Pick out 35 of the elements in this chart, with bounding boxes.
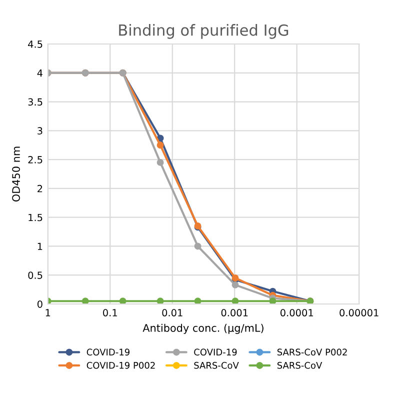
x-tick-label: 0.00001 bbox=[340, 309, 378, 316]
y-tick-label: 3.5 bbox=[28, 98, 42, 106]
point bbox=[232, 298, 239, 304]
chart-title: Binding of purified IgG bbox=[119, 24, 288, 39]
point bbox=[156, 158, 164, 166]
legend-label: SARS-CoV bbox=[277, 362, 322, 369]
point bbox=[194, 242, 202, 250]
x-tick-label: 0.01 bbox=[162, 309, 182, 316]
legend-label: SARS-CoV bbox=[194, 362, 239, 369]
y-tick-label: 3 bbox=[38, 127, 42, 134]
point bbox=[269, 298, 276, 304]
x-tick-label: 0.0001 bbox=[280, 309, 313, 316]
point bbox=[194, 298, 202, 304]
point bbox=[232, 281, 239, 288]
point bbox=[156, 142, 164, 149]
legend-label: COVID-19 P002 bbox=[86, 362, 155, 369]
y-tick-label: 1 bbox=[38, 242, 42, 250]
legend-label: SARS-CoV P002 bbox=[277, 348, 347, 356]
x-axis-title: Antibody conc. (µg/mL) bbox=[142, 324, 264, 334]
y-tick-label: 2.5 bbox=[28, 156, 42, 164]
y-tick-label: 1.5 bbox=[28, 214, 42, 222]
y-axis-title: OD450 nm bbox=[12, 146, 20, 202]
y-tick-label: 2 bbox=[38, 184, 42, 192]
x-tick-label: 0.1 bbox=[103, 309, 117, 316]
x-tick-label: 1 bbox=[46, 309, 50, 316]
y-tick-label: 0.5 bbox=[28, 272, 42, 279]
point bbox=[119, 298, 126, 304]
x-tick-label: 0.001 bbox=[221, 309, 248, 316]
point bbox=[82, 298, 89, 304]
y-tick-label: 4 bbox=[37, 69, 42, 77]
y-tick-label: 4.5 bbox=[28, 40, 42, 48]
y-tick-label: 0 bbox=[37, 300, 42, 308]
point bbox=[156, 298, 164, 304]
legend-label: COVID-19 bbox=[194, 348, 237, 356]
legend-label: COVID-19 bbox=[86, 348, 130, 356]
